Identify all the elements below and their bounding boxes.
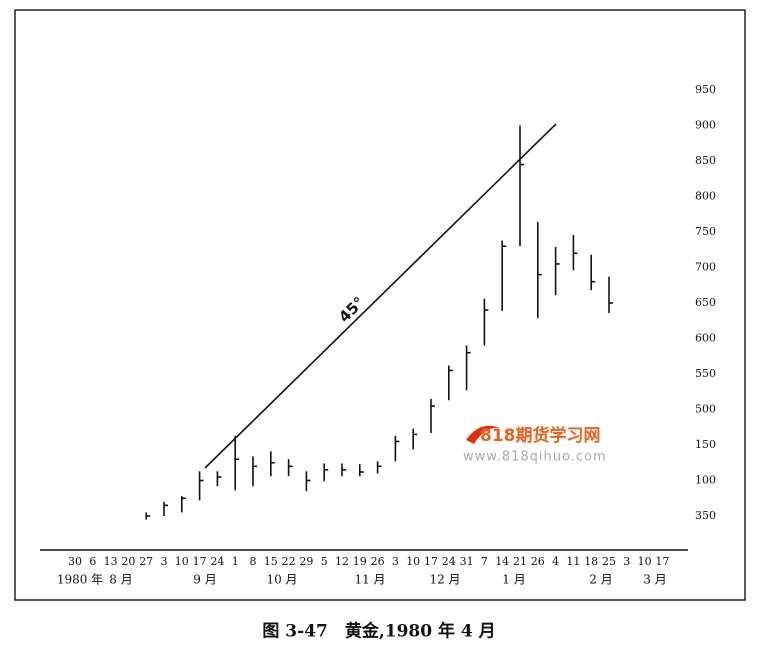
x-tick-label: 10: [406, 555, 420, 568]
x-tick-label: 31: [460, 555, 474, 568]
y-tick-label: 100: [695, 474, 716, 487]
month-label: 9 月: [193, 573, 216, 587]
month-label: 3 月: [643, 573, 666, 587]
x-tick-label: 3: [623, 555, 630, 568]
trend-line: [204, 123, 557, 469]
month-label: 1980 年: [57, 573, 103, 587]
y-tick-label: 550: [695, 367, 716, 380]
x-tick-label: 19: [353, 555, 367, 568]
y-tick-label: 750: [695, 225, 716, 238]
x-tick-label: 5: [321, 555, 328, 568]
x-tick-label: 3: [161, 555, 168, 568]
x-tick-label: 21: [513, 555, 527, 568]
month-label: 12 月: [429, 573, 460, 587]
x-tick-label: 27: [139, 555, 153, 568]
y-tick-label: 350: [695, 509, 716, 522]
x-tick-label: 22: [282, 555, 296, 568]
y-tick-label: 950: [695, 83, 716, 96]
x-tick-label: 13: [104, 555, 118, 568]
x-tick-label: 6: [89, 555, 96, 568]
x-tick-label: 24: [442, 555, 456, 568]
month-label: 11 月: [354, 573, 385, 587]
x-tick-label: 18: [584, 555, 598, 568]
x-tick-label: 25: [602, 555, 616, 568]
x-tick-label: 30: [68, 555, 82, 568]
x-tick-label: 26: [371, 555, 385, 568]
x-tick-label: 8: [250, 555, 257, 568]
y-tick-label: 800: [695, 190, 716, 203]
frame: [14, 9, 746, 601]
angle-annotation: 45°: [335, 293, 368, 326]
y-tick-label: 900: [695, 119, 716, 132]
y-tick-label: 650: [695, 296, 716, 309]
y-tick-label: 850: [695, 154, 716, 167]
x-tick-label: 7: [481, 555, 488, 568]
x-tick-label: 17: [655, 555, 669, 568]
x-tick-label: 10: [175, 555, 189, 568]
month-label: 2 月: [589, 573, 612, 587]
x-tick-label: 4: [552, 555, 559, 568]
x-tick-label: 10: [638, 555, 652, 568]
x-tick-label: 29: [299, 555, 313, 568]
x-tick-label: 12: [335, 555, 349, 568]
y-tick-label: 150: [695, 438, 716, 451]
x-tick-label: 15: [264, 555, 278, 568]
chart-title: 图 3-47 黄金,1980 年 4 月: [262, 621, 495, 642]
y-tick-label: 700: [695, 261, 716, 274]
y-tick-label: 500: [695, 403, 716, 416]
x-tick-label: 11: [566, 555, 580, 568]
y-tick-label: 600: [695, 332, 716, 345]
x-tick-label: 17: [193, 555, 207, 568]
x-tick-label: 17: [424, 555, 438, 568]
x-tick-label: 26: [531, 555, 545, 568]
month-label: 1 月: [502, 573, 525, 587]
x-tick-label: 1: [232, 555, 239, 568]
x-tick-label: 20: [121, 555, 135, 568]
month-label: 10 月: [266, 573, 297, 587]
watermark-logo: [466, 425, 500, 444]
watermark-url: www.818qihuo.com: [463, 450, 607, 465]
month-label: 8 月: [109, 573, 132, 587]
x-tick-label: 3: [392, 555, 399, 568]
watermark: 818期货学习网: [480, 425, 601, 446]
x-tick-label: 24: [210, 555, 224, 568]
x-tick-label: 14: [495, 555, 509, 568]
